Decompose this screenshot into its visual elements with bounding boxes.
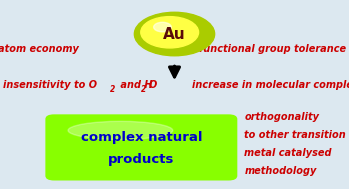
Text: and H: and H [117,80,153,90]
Circle shape [141,17,199,48]
Text: O: O [148,80,157,90]
Text: methodology: methodology [244,166,317,176]
Text: products: products [108,153,174,166]
Text: 2: 2 [141,85,147,94]
Text: increase in molecular complexity: increase in molecular complexity [192,80,349,90]
Text: Au: Au [163,26,186,42]
Text: to other transition: to other transition [244,130,346,140]
Circle shape [134,12,215,56]
Text: complex natural: complex natural [81,131,202,143]
Text: metal catalysed: metal catalysed [244,148,332,158]
FancyBboxPatch shape [45,114,237,180]
Text: insensitivity to O: insensitivity to O [3,80,97,90]
Text: functional group tolerance: functional group tolerance [199,44,346,54]
Circle shape [154,22,171,32]
Text: orthogonality: orthogonality [244,112,319,122]
Ellipse shape [68,121,173,139]
Text: 2: 2 [110,85,115,94]
Text: atom economy: atom economy [0,44,79,54]
